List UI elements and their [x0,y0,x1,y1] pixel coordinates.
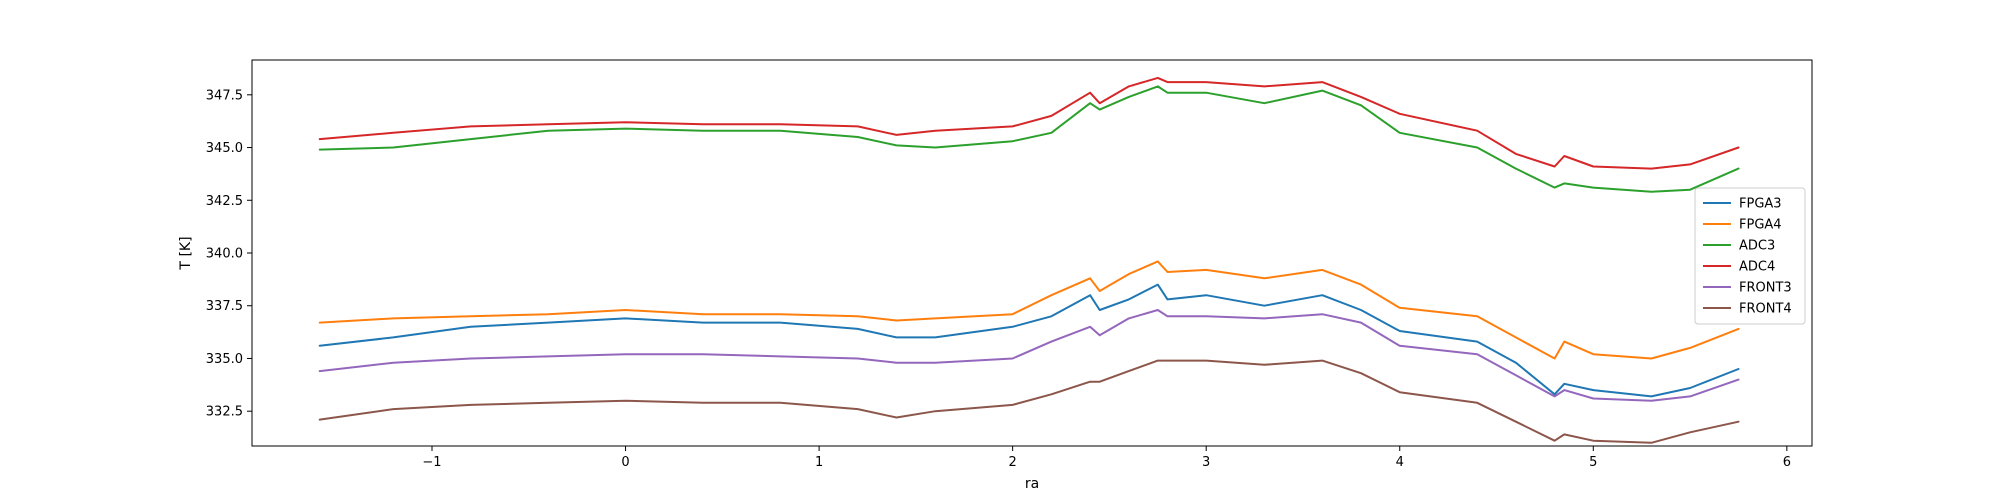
y-tick-label: 335.0 [206,352,243,367]
legend-item-adc3: ADC3 [1703,239,1775,254]
x-tick-label: 1 [815,455,823,470]
x-tick-label: 2 [1009,455,1017,470]
y-tick-label: 345.0 [206,141,243,156]
y-tick-label: 332.5 [206,405,243,420]
x-tick-label: 6 [1783,455,1791,470]
legend-item-adc4: ADC4 [1703,260,1775,275]
x-tick-label: 0 [621,455,629,470]
legend-label: FPGA4 [1739,218,1782,233]
legend-item-fpga3: FPGA3 [1703,197,1782,212]
y-tick-label: 347.5 [206,88,243,103]
x-tick-label: 4 [1396,455,1404,470]
series-line-adc3 [318,85,1740,193]
y-tick-label: 340.0 [206,247,243,262]
series-layer [318,76,1740,444]
x-tick-label: 3 [1202,455,1210,470]
legend-label: FRONT3 [1739,281,1792,296]
legend-label: ADC3 [1739,239,1775,254]
y-tick-label: 342.5 [206,194,243,209]
y-tick-label: 337.5 [206,299,243,314]
series-line-fpga3 [318,283,1740,398]
legend: FPGA3 FPGA4 ADC3 ADC4 FRONT3 FRONT4 [1694,187,1806,325]
legend-item-fpga4: FPGA4 [1703,218,1782,233]
legend-label: FRONT4 [1739,302,1792,317]
legend-item-front4: FRONT4 [1703,302,1792,317]
plot-frame [251,59,1813,447]
series-line-front3 [318,309,1740,402]
y-axis: 332.5 335.0 337.5 340.0 342.5 345.0 347.5 [206,88,252,420]
series-line-fpga4 [318,260,1740,360]
x-tick-label: −1 [422,455,441,470]
legend-item-front3: FRONT3 [1703,281,1792,296]
series-line-front4 [318,359,1740,444]
x-axis-label: ra [1025,476,1039,492]
y-axis-label: T [K] [178,236,194,270]
legend-label: ADC4 [1739,260,1775,275]
x-tick-label: 5 [1589,455,1597,470]
series-line-adc4 [318,76,1740,170]
legend-box [1694,187,1806,325]
x-axis: −1 0 1 2 3 4 5 6 [422,446,1791,470]
legend-label: FPGA3 [1739,197,1782,212]
